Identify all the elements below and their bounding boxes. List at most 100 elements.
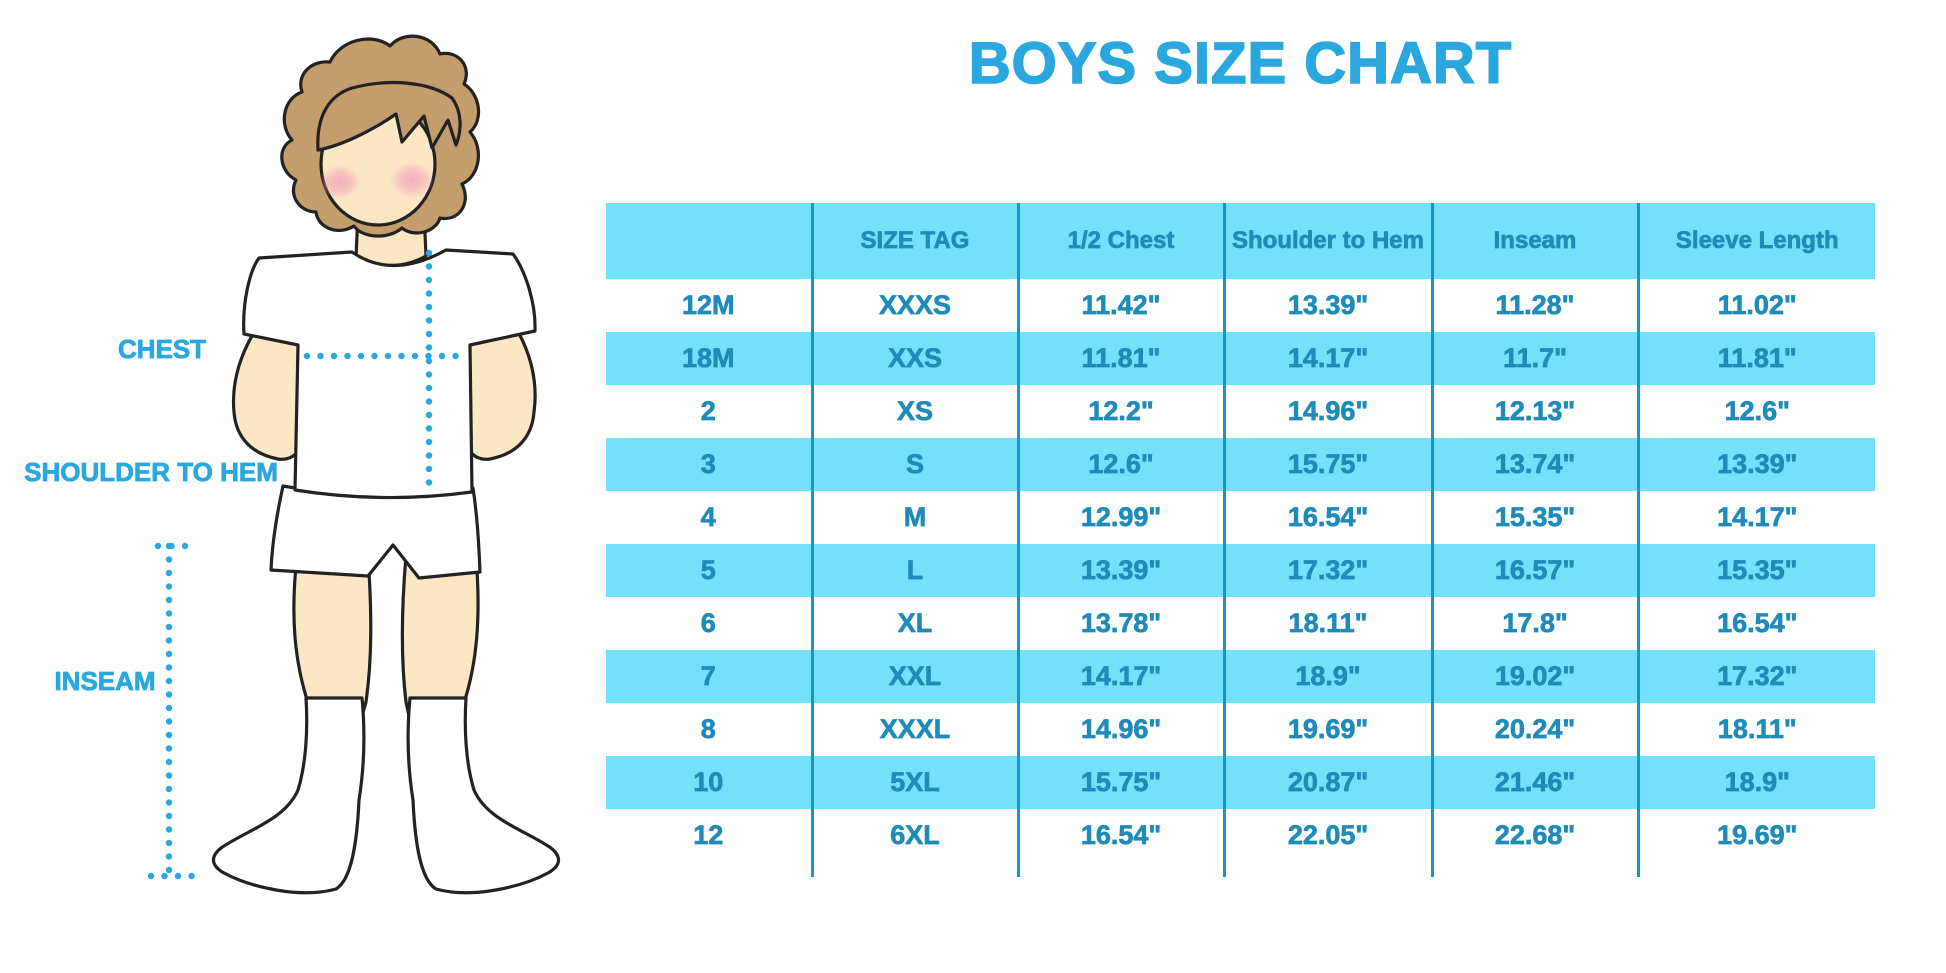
measurement-cell: 22.05" [1222,809,1432,862]
table-row: 7 XXL 14.17" 18.9" 19.02" 17.32" [606,650,1875,703]
measurement-cell: 13.39" [1016,544,1224,597]
measurement-cell: XS [810,385,1018,438]
measurement-cell: 19.69" [1636,809,1875,862]
measurement-cell: 15.75" [1016,756,1224,809]
measurement-cell: 12.13" [1430,385,1638,438]
grid-line-tail-row [606,862,1875,877]
measurement-cell: 14.17" [1016,650,1224,703]
left-blush [320,165,360,199]
measurement-cell: 17.32" [1222,544,1432,597]
measurement-cell: 19.69" [1222,703,1432,756]
measurement-cell: 20.24" [1430,703,1638,756]
measurement-cell: 14.96" [1016,703,1224,756]
measurement-cell: 21.46" [1430,756,1638,809]
measurement-cell: 11.7" [1430,332,1638,385]
table-row: 8 XXXL 14.96" 19.69" 20.24" 18.11" [606,703,1875,756]
measurement-cell: 18.11" [1222,597,1432,650]
measurement-cell: XXXS [810,279,1018,332]
measurement-cell: 15.35" [1636,544,1875,597]
chest-label: CHEST [117,334,207,365]
hair-fringe [316,80,462,152]
measurement-cell: 12.99" [1016,491,1224,544]
measurement-cell: 14.17" [1636,491,1875,544]
size-table-container: SIZE TAG 1/2 Chest Shoulder to Hem Insea… [606,203,1875,877]
shoulder-to-hem-label: SHOULDER TO HEM [24,457,279,488]
measurement-cell: 15.75" [1222,438,1432,491]
table-row: 5 L 13.39" 17.32" 16.57" 15.35" [606,544,1875,597]
measurement-cell: 11.81" [1636,332,1875,385]
measurement-cell: 20.87" [1222,756,1432,809]
measurement-cell: 17.32" [1636,650,1875,703]
column-header-half-chest: 1/2 Chest [1016,203,1224,279]
row-size-label: 12M [681,290,735,321]
measurement-cell: 17.8" [1430,597,1638,650]
measurement-cell: 14.17" [1222,332,1432,385]
measurement-cell: 13.78" [1016,597,1224,650]
table-row: 18M XXS 11.81" 14.17" 11.7" 11.81" [606,332,1875,385]
table-row: 6 XL 13.78" 18.11" 17.8" 16.54" [606,597,1875,650]
measurement-cell: 11.28" [1430,279,1638,332]
header-row: SIZE TAG 1/2 Chest Shoulder to Hem Insea… [606,203,1875,279]
measurement-cell: 5XL [810,756,1018,809]
right-sock [406,696,561,895]
measurement-cell: 16.54" [1016,809,1224,862]
measurement-cell: 11.02" [1636,279,1875,332]
row-size-label: 3 [606,438,812,491]
measurement-cell: M [810,491,1018,544]
measurement-cell: 11.81" [1016,332,1224,385]
measurement-cell: 18.9" [1636,756,1875,809]
column-header-sleeve-length: Sleeve Length [1636,203,1875,279]
inseam-label: INSEAM [54,666,156,697]
measurement-cell: L [810,544,1018,597]
measurement-cell: 11.42" [1016,279,1224,332]
measurement-cell: 13.39" [1222,279,1432,332]
boy-illustration [147,34,561,895]
measurement-cell: 12.6" [1016,438,1224,491]
measurement-cell: 16.54" [1222,491,1432,544]
measurement-cell: 14.96" [1222,385,1432,438]
row-size-label: 18M [606,332,812,385]
row-size-label: 4 [700,502,716,533]
measurement-cell: 6XL [810,809,1018,862]
row-size-label: 5 [606,544,812,597]
measurement-cell: XXL [810,650,1018,703]
row-size-label: 7 [606,650,812,703]
measurement-cell: 13.39" [1636,438,1875,491]
shorts [269,484,482,580]
measurement-cell: 12.6" [1636,385,1875,438]
measurement-cell: 19.02" [1430,650,1638,703]
row-size-label: 10 [606,756,812,809]
table-row: 10 5XL 15.75" 20.87" 21.46" 18.9" [606,756,1875,809]
table-row: 3 S 12.6" 15.75" 13.74" 13.39" [606,438,1875,491]
table-row: 12 6XL 16.54" 22.05" 22.68" 19.69" [606,809,1875,862]
page-title: BOYS SIZE CHART [968,30,1513,97]
measurement-cell: 22.68" [1430,809,1638,862]
table-row: 4 M 12.99" 16.54" 15.35" 14.17" [606,491,1875,544]
measurement-cell: 16.54" [1636,597,1875,650]
left-leg [292,554,373,718]
measurement-cell: XL [810,597,1018,650]
left-sock [211,696,366,895]
measurement-cell: 16.57" [1430,544,1638,597]
measurement-cell: XXS [810,332,1018,385]
column-header-inseam: Inseam [1430,203,1638,279]
right-leg [400,554,480,718]
t-shirt [242,248,537,500]
row-size-label: 6 [700,608,716,639]
measurement-cell: 18.9" [1222,650,1432,703]
column-header-size-tag: SIZE TAG [810,203,1018,279]
column-header-size [606,203,812,279]
measurement-cell: 15.35" [1430,491,1638,544]
row-size-label: 12 [693,820,724,851]
measurement-cell: S [810,438,1018,491]
measurement-cell: 12.2" [1016,385,1224,438]
table-row: 12M XXXS 11.42" 13.39" 11.28" 11.02" [606,279,1875,332]
row-size-label: 2 [700,396,716,427]
measurement-cell: 18.11" [1636,703,1875,756]
table-row: 2 XS 12.2" 14.96" 12.13" 12.6" [606,385,1875,438]
size-table: SIZE TAG 1/2 Chest Shoulder to Hem Insea… [606,203,1875,877]
right-blush [390,162,434,198]
measurement-cell: XXXL [810,703,1018,756]
measurement-cell: 13.74" [1430,438,1638,491]
